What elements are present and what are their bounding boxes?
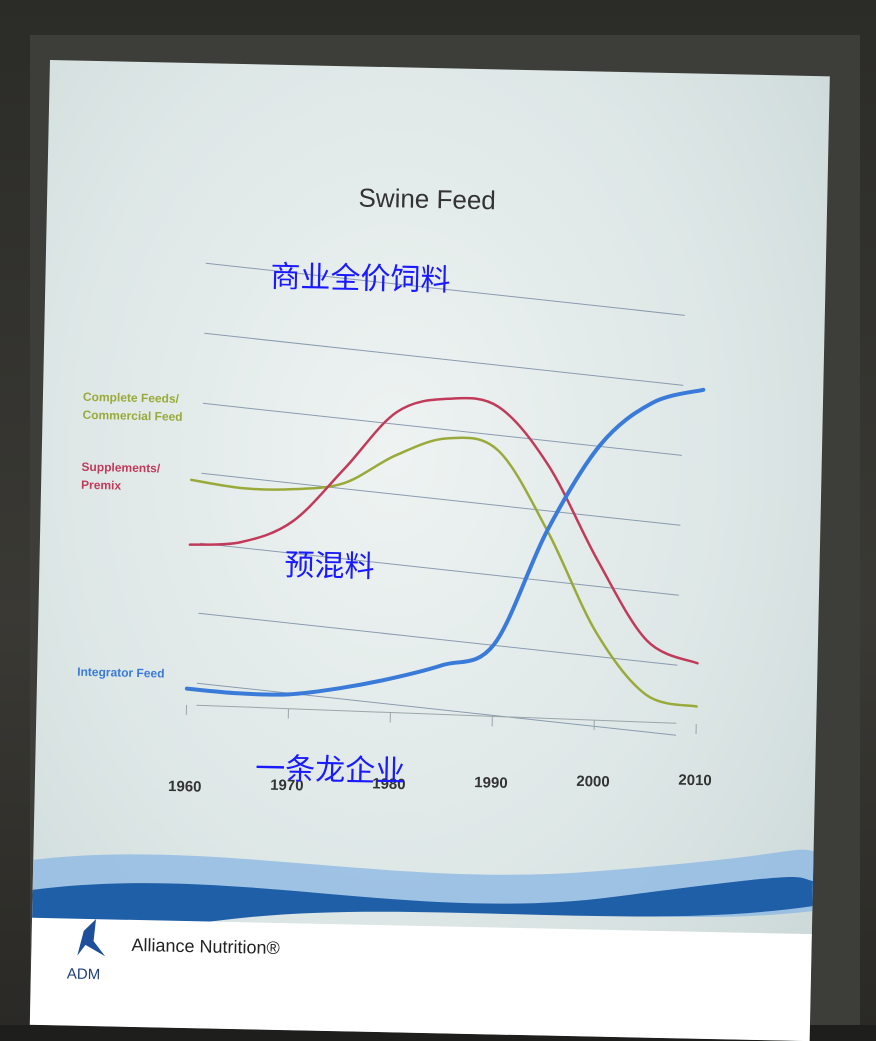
x-tick-label: 1990 (474, 774, 508, 792)
grid-line (198, 613, 679, 665)
annotation-premix: 预混料 (284, 548, 375, 585)
slide: Swine Feed Complete Feeds/Commercial Fee… (30, 60, 830, 1041)
swine-feed-chart: Swine Feed Complete Feeds/Commercial Fee… (30, 60, 830, 1041)
series-label-0: Commercial Feed (82, 408, 182, 424)
series-label-2: Integrator Feed (77, 665, 165, 681)
x-tick-label: 2000 (576, 773, 610, 791)
grid-line (203, 333, 684, 385)
grid-line (202, 403, 683, 455)
series-line-2 (187, 379, 703, 704)
series-label-1: Premix (81, 478, 122, 493)
footer-brand: Alliance Nutrition® (131, 935, 280, 959)
grid-line (199, 543, 680, 595)
grid-line (200, 473, 681, 525)
series-label-0: Complete Feeds/ (83, 390, 180, 406)
series-label-1: Supplements/ (81, 460, 161, 476)
series-line-1 (188, 392, 703, 663)
annotation-integrator: 一条龙企业 (255, 751, 406, 789)
annotation-commercial-feed: 商业全价饲料 (270, 260, 451, 299)
chart-title: Swine Feed (358, 182, 496, 215)
x-tick-label: 1960 (168, 778, 202, 796)
series-lines (187, 379, 704, 706)
x-tick-label: 2010 (678, 772, 712, 790)
grid-line (196, 683, 677, 735)
x-axis-line (196, 705, 676, 723)
adm-logo-text: ADM (67, 966, 101, 984)
series-labels: Complete Feeds/Commercial Feed Supplement… (77, 390, 183, 681)
